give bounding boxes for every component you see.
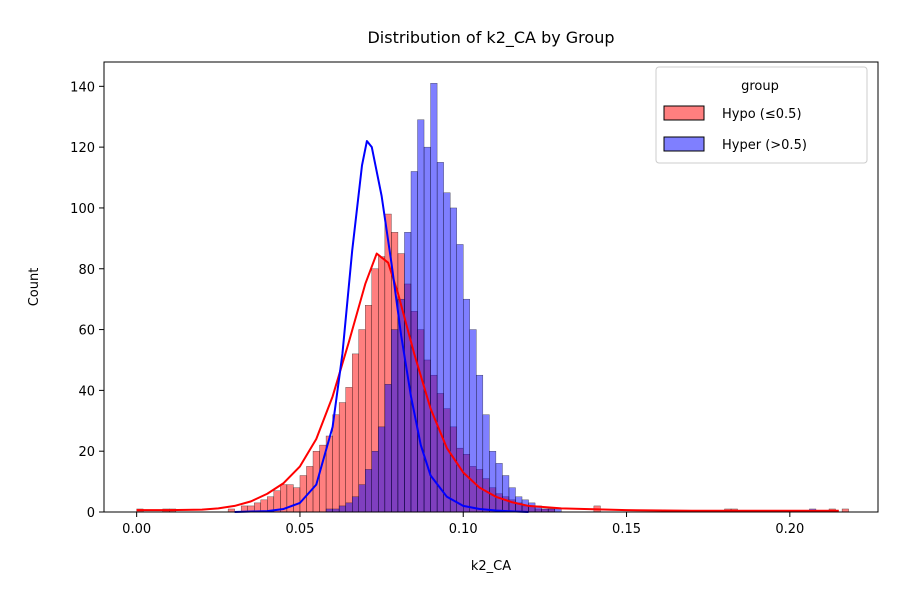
histogram-bar (378, 426, 386, 513)
histogram-bar (391, 329, 399, 513)
histogram-bar (293, 487, 301, 513)
y-tick-label: 0 (87, 506, 95, 521)
histogram-bar (436, 162, 444, 513)
y-tick-label: 140 (70, 80, 95, 95)
kde-line-hyper (234, 140, 529, 513)
axes-frame (103, 61, 879, 513)
histogram-bar (352, 353, 359, 513)
histogram-bar (476, 374, 484, 513)
y-tick-label: 80 (78, 263, 95, 278)
histogram-bar (384, 384, 392, 513)
legend-swatch-hyper (663, 136, 705, 152)
legend-swatch-hypo (663, 105, 705, 121)
legend-title: group (741, 79, 779, 94)
histogram-bar (449, 207, 457, 513)
histogram-bar (528, 502, 536, 513)
y-tick-label: 40 (78, 384, 95, 399)
histogram-bar (345, 387, 353, 513)
histogram-bar (338, 402, 346, 513)
histogram-bar (345, 502, 353, 513)
y-tick-label: 60 (78, 324, 95, 339)
x-axis-ticks: 0.00 0.05 0.10 0.15 0.20 (122, 512, 804, 537)
y-tick-label: 100 (70, 202, 95, 217)
histogram-bar (430, 83, 438, 513)
histogram-bar (482, 414, 490, 513)
y-axis-ticks: 0 20 40 60 80 100 120 140 (70, 80, 104, 521)
histogram-bar (352, 496, 359, 513)
histogram-bar (338, 505, 346, 513)
histogram-bar (502, 475, 510, 513)
histogram-bar (508, 487, 516, 513)
histogram-bar (332, 414, 340, 513)
y-tick-label: 120 (70, 141, 95, 156)
histogram-bar (371, 450, 379, 513)
legend-label-hypo: Hypo (≤0.5) (722, 107, 802, 122)
x-tick-label: 0.15 (612, 522, 641, 537)
histogram-bar (365, 469, 372, 513)
histogram-bar (463, 298, 470, 513)
x-tick-label: 0.05 (285, 522, 314, 537)
x-axis-label: k2_CA (471, 559, 511, 574)
legend-label-hyper: Hyper (>0.5) (722, 138, 807, 153)
x-tick-label: 0.10 (449, 522, 478, 537)
histogram-bar (299, 475, 307, 513)
chart-title: Distribution of k2_CA by Group (367, 28, 614, 48)
y-axis-label: Count (27, 268, 42, 307)
histogram-bar (358, 484, 366, 513)
x-tick-label: 0.20 (775, 522, 804, 537)
x-tick-label: 0.00 (122, 522, 151, 537)
legend-box (655, 66, 868, 164)
legend: group Hypo (≤0.5) Hyper (>0.5) (655, 66, 868, 164)
y-tick-label: 20 (78, 445, 95, 460)
histogram-bar (443, 192, 451, 513)
histogram-bar (495, 463, 503, 513)
histogram-bar (489, 450, 497, 513)
